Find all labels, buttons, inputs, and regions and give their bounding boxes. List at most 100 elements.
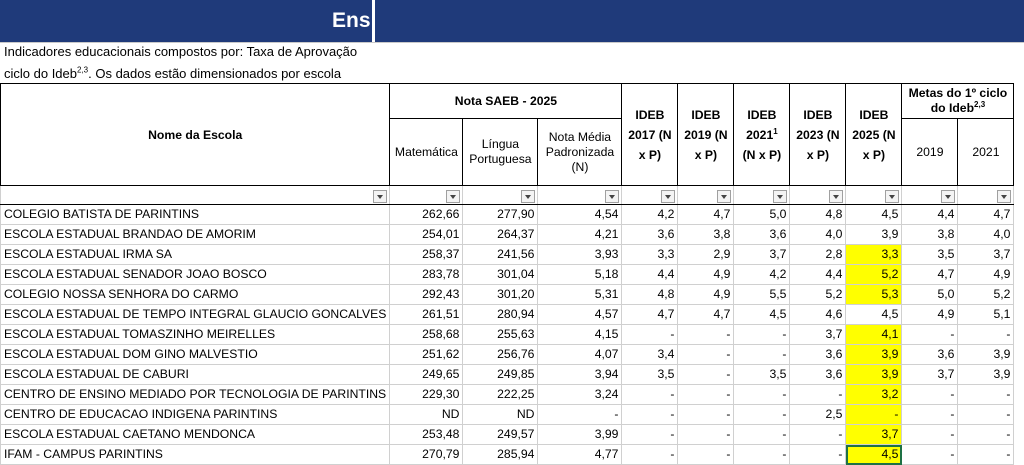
cell-ideb-2017[interactable]: - bbox=[621, 444, 679, 465]
cell-lingua-portuguesa[interactable]: 249,57 bbox=[462, 424, 539, 445]
cell-ideb-2021[interactable]: - bbox=[733, 324, 791, 345]
cell-lingua-portuguesa[interactable]: 255,63 bbox=[462, 324, 539, 345]
cell-nota-media[interactable]: 3,93 bbox=[537, 244, 623, 265]
cell-ideb-2019[interactable]: - bbox=[677, 344, 735, 365]
cell-ideb-2017[interactable]: 3,6 bbox=[621, 224, 679, 245]
cell-ideb-2023[interactable]: 4,0 bbox=[789, 224, 847, 245]
filter-dropdown-icon[interactable] bbox=[605, 189, 620, 203]
cell-nome-escola[interactable]: ESCOLA ESTADUAL TOMASZINHO MEIRELLES bbox=[0, 324, 391, 345]
cell-meta-2019[interactable]: 3,5 bbox=[901, 244, 959, 265]
cell-matematica[interactable]: 249,65 bbox=[389, 364, 464, 385]
cell-meta-2019[interactable]: 5,0 bbox=[901, 284, 959, 305]
cell-ideb-2023[interactable]: 2,8 bbox=[789, 244, 847, 265]
cell-ideb-2019[interactable]: 3,8 bbox=[677, 224, 735, 245]
cell-ideb-2023[interactable]: 4,8 bbox=[789, 204, 847, 225]
cell-ideb-2023[interactable]: 4,6 bbox=[789, 304, 847, 325]
cell-nome-escola[interactable]: ESCOLA ESTADUAL BRANDAO DE AMORIM bbox=[0, 224, 391, 245]
cell-nota-media[interactable]: 4,77 bbox=[537, 444, 623, 465]
cell-nota-media[interactable]: 3,99 bbox=[537, 424, 623, 445]
cell-matematica[interactable]: 258,37 bbox=[389, 244, 464, 265]
cell-lingua-portuguesa[interactable]: ND bbox=[462, 404, 539, 425]
header-metas[interactable]: Metas do 1º ciclo do Ideb2,3 bbox=[901, 83, 1015, 119]
cell-nota-media[interactable]: 5,31 bbox=[537, 284, 623, 305]
cell-meta-2019[interactable]: - bbox=[901, 384, 959, 405]
cell-ideb-2021[interactable]: 5,5 bbox=[733, 284, 791, 305]
cell-lingua-portuguesa[interactable]: 264,37 bbox=[462, 224, 539, 245]
cell-meta-2021[interactable]: - bbox=[957, 424, 1015, 445]
cell-matematica[interactable]: 283,78 bbox=[389, 264, 464, 285]
cell-ideb-2019[interactable]: 2,9 bbox=[677, 244, 735, 265]
header-nota-saeb[interactable]: Nota SAEB - 2025 bbox=[389, 83, 623, 119]
cell-ideb-2019[interactable]: - bbox=[677, 444, 735, 465]
cell-nome-escola[interactable]: ESCOLA ESTADUAL DE CABURI bbox=[0, 364, 391, 385]
cell-matematica[interactable]: 262,66 bbox=[389, 204, 464, 225]
cell-lingua-portuguesa[interactable]: 280,94 bbox=[462, 304, 539, 325]
cell-ideb-2023[interactable]: 3,6 bbox=[789, 364, 847, 385]
cell-meta-2019[interactable]: - bbox=[901, 404, 959, 425]
cell-ideb-2025[interactable]: 3,2 bbox=[845, 384, 903, 405]
cell-ideb-2019[interactable]: 4,7 bbox=[677, 304, 735, 325]
cell-meta-2021[interactable]: 3,9 bbox=[957, 344, 1015, 365]
cell-meta-2019[interactable]: 4,4 bbox=[901, 204, 959, 225]
cell-meta-2021[interactable]: 4,9 bbox=[957, 264, 1015, 285]
header-ideb-2021[interactable]: IDEB 20211 (N x P) bbox=[733, 83, 791, 186]
header-ideb-2017[interactable]: IDEB 2017 (N x P) bbox=[621, 83, 679, 186]
cell-matematica[interactable]: 261,51 bbox=[389, 304, 464, 325]
cell-ideb-2025[interactable]: 5,3 bbox=[845, 284, 903, 305]
filter-dropdown-icon[interactable] bbox=[717, 189, 732, 203]
cell-nome-escola[interactable]: COLEGIO NOSSA SENHORA DO CARMO bbox=[0, 284, 391, 305]
cell-matematica[interactable]: ND bbox=[389, 404, 464, 425]
cell-ideb-2017[interactable]: - bbox=[621, 404, 679, 425]
cell-nota-media[interactable]: 4,21 bbox=[537, 224, 623, 245]
cell-nome-escola[interactable]: ESCOLA ESTADUAL SENADOR JOAO BOSCO bbox=[0, 264, 391, 285]
cell-ideb-2021[interactable]: - bbox=[733, 344, 791, 365]
cell-nota-media[interactable]: 4,15 bbox=[537, 324, 623, 345]
cell-lingua-portuguesa[interactable]: 222,25 bbox=[462, 384, 539, 405]
cell-ideb-2019[interactable]: 4,9 bbox=[677, 284, 735, 305]
cell-ideb-2021[interactable]: - bbox=[733, 404, 791, 425]
cell-nome-escola[interactable]: COLEGIO BATISTA DE PARINTINS bbox=[0, 204, 391, 225]
cell-ideb-2017[interactable]: 3,5 bbox=[621, 364, 679, 385]
cell-nome-escola[interactable]: ESCOLA ESTADUAL CAETANO MENDONCA bbox=[0, 424, 391, 445]
cell-ideb-2023[interactable]: 4,4 bbox=[789, 264, 847, 285]
cell-meta-2019[interactable]: 3,7 bbox=[901, 364, 959, 385]
cell-matematica[interactable]: 229,30 bbox=[389, 384, 464, 405]
cell-ideb-2025[interactable]: 4,5 bbox=[845, 204, 903, 225]
cell-ideb-2023[interactable]: - bbox=[789, 444, 847, 465]
header-ideb-2019[interactable]: IDEB 2019 (N x P) bbox=[677, 83, 735, 186]
header-matematica[interactable]: Matemática bbox=[389, 118, 464, 186]
cell-ideb-2021[interactable]: 5,0 bbox=[733, 204, 791, 225]
cell-matematica[interactable]: 270,79 bbox=[389, 444, 464, 465]
filter-dropdown-icon[interactable] bbox=[446, 189, 461, 203]
filter-dropdown-icon[interactable] bbox=[773, 189, 788, 203]
cell-ideb-2017[interactable]: 4,8 bbox=[621, 284, 679, 305]
cell-lingua-portuguesa[interactable]: 301,04 bbox=[462, 264, 539, 285]
cell-meta-2021[interactable]: 4,7 bbox=[957, 204, 1015, 225]
filter-dropdown-icon[interactable] bbox=[829, 189, 844, 203]
cell-meta-2019[interactable]: 3,8 bbox=[901, 224, 959, 245]
cell-nome-escola[interactable]: ESCOLA ESTADUAL DOM GINO MALVESTIO bbox=[0, 344, 391, 365]
cell-lingua-portuguesa[interactable]: 301,20 bbox=[462, 284, 539, 305]
cell-lingua-portuguesa[interactable]: 256,76 bbox=[462, 344, 539, 365]
cell-ideb-2021[interactable]: - bbox=[733, 424, 791, 445]
cell-ideb-2021[interactable]: 4,5 bbox=[733, 304, 791, 325]
cell-ideb-2019[interactable]: - bbox=[677, 404, 735, 425]
header-lingua-portuguesa[interactable]: Língua Portuguesa bbox=[462, 118, 539, 186]
cell-ideb-2019[interactable]: - bbox=[677, 424, 735, 445]
cell-ideb-2025[interactable]: - bbox=[845, 404, 903, 425]
cell-ideb-2021[interactable]: - bbox=[733, 444, 791, 465]
header-meta-2019[interactable]: 2019 bbox=[901, 118, 959, 186]
cell-meta-2021[interactable]: - bbox=[957, 444, 1015, 465]
cell-meta-2019[interactable]: 3,6 bbox=[901, 344, 959, 365]
cell-ideb-2025[interactable]: 4,1 bbox=[845, 324, 903, 345]
cell-meta-2021[interactable]: - bbox=[957, 384, 1015, 405]
cell-meta-2019[interactable]: - bbox=[901, 324, 959, 345]
cell-ideb-2019[interactable]: 4,7 bbox=[677, 204, 735, 225]
cell-ideb-2025[interactable]: 3,7 bbox=[845, 424, 903, 445]
cell-ideb-2023[interactable]: - bbox=[789, 424, 847, 445]
cell-ideb-2017[interactable]: 4,7 bbox=[621, 304, 679, 325]
cell-meta-2021[interactable]: 3,7 bbox=[957, 244, 1015, 265]
cell-ideb-2025[interactable]: 3,9 bbox=[845, 224, 903, 245]
filter-dropdown-icon[interactable] bbox=[521, 189, 536, 203]
cell-ideb-2017[interactable]: 3,4 bbox=[621, 344, 679, 365]
